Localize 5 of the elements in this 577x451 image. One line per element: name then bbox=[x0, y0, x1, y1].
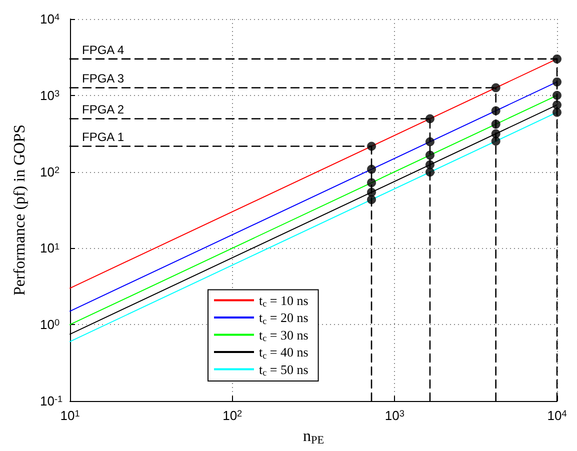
annotation: FPGA 2 bbox=[82, 102, 124, 117]
y-axis-title: Performance (pf) in GOPS bbox=[12, 124, 28, 296]
annotation: FPGA 4 bbox=[82, 42, 124, 57]
annotation: FPGA 1 bbox=[82, 130, 124, 144]
annotation: FPGA 3 bbox=[82, 72, 124, 86]
